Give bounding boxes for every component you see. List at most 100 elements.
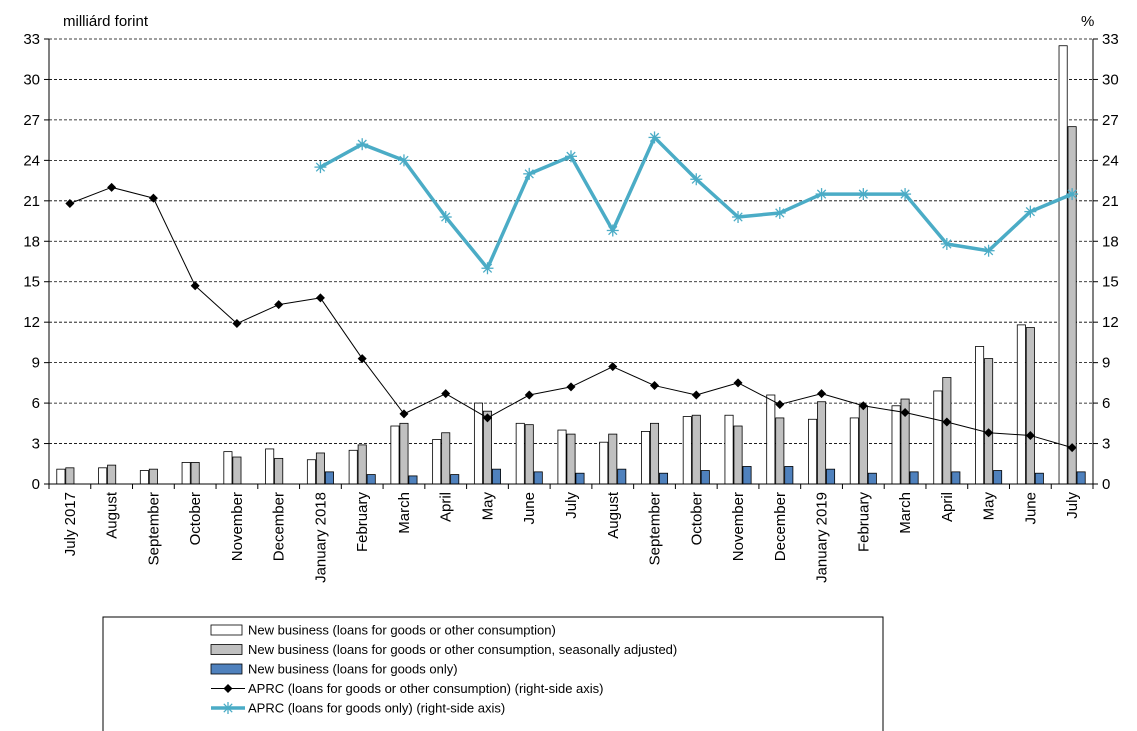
aprc-goods-point	[356, 138, 369, 151]
marker-stroke	[357, 139, 367, 149]
aprc-total-point	[566, 382, 576, 392]
bar	[366, 474, 376, 485]
right-tick-label: 27	[1102, 112, 1119, 129]
left-tick-label: 6	[32, 395, 40, 412]
bar	[566, 433, 576, 485]
legend-label: New business (loans for goods or other c…	[248, 623, 556, 638]
category-label: February	[855, 492, 872, 553]
aprc-total-point	[232, 319, 242, 329]
aprc-total-point	[1067, 443, 1077, 453]
aprc-total-point	[524, 390, 534, 400]
bar	[432, 439, 442, 485]
right-tick-label: 12	[1102, 314, 1119, 331]
bar	[682, 416, 692, 485]
aprc-goods-line	[319, 135, 1073, 270]
bar	[1076, 471, 1086, 485]
bar	[324, 471, 334, 485]
aprc-goods-point	[481, 262, 494, 275]
bars	[56, 45, 1086, 485]
category-label: November	[730, 492, 747, 561]
axes	[44, 38, 1098, 489]
category-label: March	[396, 492, 413, 534]
legend: New business (loans for goods or other c…	[102, 616, 884, 731]
right-tick-label: 9	[1102, 355, 1110, 372]
bar	[408, 475, 418, 485]
aprc-total-point	[858, 401, 868, 411]
bar	[826, 468, 836, 485]
right-tick-label: 24	[1102, 152, 1119, 169]
aprc-total-line	[69, 186, 1073, 449]
aprc-total-point	[608, 362, 618, 372]
bar	[817, 401, 827, 485]
aprc-total-point	[650, 381, 660, 391]
legend-label: New business (loans for goods only)	[248, 662, 458, 677]
bar	[348, 449, 358, 485]
left-tick-label: 21	[23, 193, 40, 210]
category-label: September	[145, 492, 162, 565]
bar	[181, 462, 191, 485]
bar	[107, 464, 117, 485]
marker-stroke	[691, 174, 701, 184]
aprc-goods-point	[690, 173, 703, 186]
category-label: January 2019	[814, 492, 831, 583]
aprc-total-point	[817, 389, 827, 399]
bar	[450, 474, 460, 485]
bar	[650, 422, 660, 485]
aprc-goods-point	[815, 188, 828, 201]
bar	[909, 471, 919, 485]
right-tick-label: 15	[1102, 274, 1119, 291]
aprc-total-point	[190, 281, 200, 291]
aprc-total-point	[733, 378, 743, 388]
right-tick-label: 3	[1102, 436, 1110, 453]
marker-stroke	[942, 239, 952, 249]
gridlines	[49, 38, 1093, 444]
bar	[608, 433, 618, 485]
category-label: December	[271, 492, 288, 561]
bar	[1016, 324, 1026, 485]
aprc-total-point	[148, 193, 158, 203]
category-label: June	[521, 492, 538, 525]
marker-stroke	[223, 703, 233, 713]
category-label: November	[229, 492, 246, 561]
marker-stroke	[775, 208, 785, 218]
aprc-total-point	[441, 389, 451, 399]
aprc-goods-point	[732, 211, 745, 223]
right-tick-label: 33	[1102, 31, 1119, 48]
category-label: October	[688, 492, 705, 545]
bar	[891, 405, 901, 485]
right-axis-unit-label: %	[1081, 13, 1094, 30]
bar	[641, 431, 651, 485]
bar	[849, 417, 859, 485]
right-tick-label: 6	[1102, 395, 1110, 412]
aprc-goods-point	[648, 131, 661, 144]
bar	[599, 441, 609, 485]
bar	[975, 346, 985, 485]
aprc-goods-point	[1066, 188, 1079, 201]
bar	[733, 425, 743, 485]
marker-stroke	[608, 225, 618, 236]
category-label: May	[479, 492, 496, 521]
bar	[724, 414, 734, 485]
bar	[399, 422, 409, 485]
aprc-goods-point	[565, 150, 577, 163]
category-label: February	[354, 492, 371, 553]
bar	[515, 422, 525, 485]
bar	[441, 432, 451, 485]
bar	[533, 471, 543, 485]
bar	[775, 417, 785, 485]
bar	[933, 390, 943, 485]
aprc-total-point	[691, 390, 701, 400]
aprc-total-point	[65, 199, 75, 209]
bar	[557, 429, 567, 485]
category-label: July	[563, 492, 580, 519]
category-label: December	[772, 492, 789, 561]
marker-stroke	[566, 151, 576, 161]
right-tick-label: 18	[1102, 233, 1119, 250]
category-label: August	[605, 491, 622, 539]
bar	[659, 472, 669, 485]
aprc-total-point	[900, 408, 910, 418]
left-tick-label: 0	[32, 476, 40, 493]
left-tick-label: 18	[23, 233, 40, 250]
category-label: July 2017	[62, 492, 79, 556]
